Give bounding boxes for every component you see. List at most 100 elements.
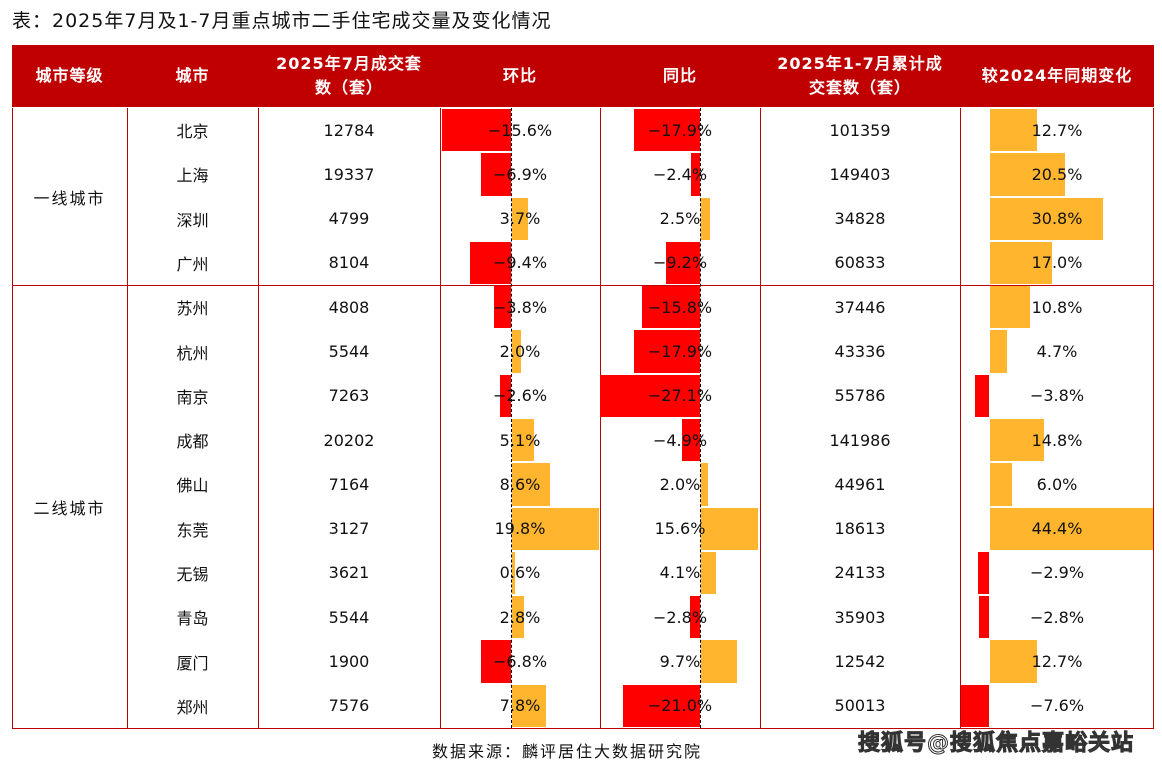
table-title: 表：2025年7月及1-7月重点城市二手住宅成交量及变化情况 [12,10,552,32]
cumulative-volume: 101359 [829,120,891,140]
mom-value: −2.6% [492,386,548,406]
negative-bar [978,596,989,639]
yoy-value: −2.8% [652,607,708,627]
city-name: 南京 [176,387,209,407]
positive-bar [701,640,737,683]
positive-bar [990,109,1037,152]
tier-divider [12,285,1154,287]
positive-bar [990,640,1037,683]
negative-bar [961,684,989,727]
july-volume: 7263 [328,386,370,406]
city-name: 无锡 [176,564,209,584]
yoy-value: 2.0% [659,474,701,494]
mom-value: 0.6% [499,563,541,583]
positive-bar [701,507,759,550]
column-divider [760,108,761,729]
yoy-value: −2.4% [652,164,708,184]
table-header [12,45,1154,107]
positive-bar [512,596,525,639]
negative-bar [681,419,700,462]
yoy-value: 2.5% [659,209,701,229]
cum_chg-value: 44.4% [1031,519,1083,539]
july-volume: 19337 [323,164,375,184]
city-name: 佛山 [176,476,209,496]
city-name: 郑州 [176,697,209,717]
negative-bar [499,374,511,417]
negative-bar [641,286,700,329]
tier-label: 二线城市 [33,498,106,518]
negative-bar [494,286,511,329]
july-volume: 8104 [328,253,370,273]
july-header: 2025年7月成交套数（套） [276,54,422,97]
negative-bar [978,551,989,595]
column-divider [960,108,961,729]
positive-bar [990,330,1008,373]
july-volume: 7164 [328,474,370,494]
cumulative-volume: 44961 [834,474,886,494]
city-name: 青岛 [176,609,209,629]
cum_chg-value: 12.7% [1031,120,1083,140]
cumulative-volume: 24133 [834,563,886,583]
city-name: 杭州 [176,343,209,363]
negative-bar [481,640,511,683]
cum_chg-value: 30.8% [1031,209,1083,229]
cum-change-header: 较2024年同期变化 [981,66,1133,85]
july-volume: 4808 [328,297,370,317]
july-volume: 3621 [328,563,370,583]
city-name: 东莞 [176,520,209,540]
positive-bar [512,197,529,240]
positive-bar [701,197,711,240]
yoy-value: 4.1% [659,563,701,583]
july-volume: 20202 [323,430,375,450]
yoy-value: −15.8% [647,297,713,317]
city-name: 厦门 [176,653,209,673]
yoy-value: −4.9% [652,430,708,450]
cum_chg-value: 10.8% [1031,297,1083,317]
cumulative-volume: 43336 [834,342,886,362]
cum_chg-value: 17.0% [1031,253,1083,273]
cum_chg-value: 6.0% [1036,474,1078,494]
cumulative-volume: 55786 [834,386,886,406]
table-body [12,108,1154,729]
positive-bar [990,153,1066,196]
cumulative-volume: 37446 [834,297,886,317]
july-volume: 1900 [328,652,370,672]
july-volume: 12784 [323,120,375,140]
negative-bar [666,241,700,285]
cumulative-volume: 60833 [834,253,886,273]
tier-label: 一线城市 [33,188,106,208]
zero-line [511,108,512,728]
negative-bar [622,684,700,727]
cum_chg-value: 12.7% [1031,652,1083,672]
cumulative-volume: 34828 [834,209,886,229]
column-divider [440,108,441,729]
yoy-value: −17.9% [647,120,713,140]
yoy-value: −17.9% [647,342,713,362]
mom-value: 2.8% [499,607,541,627]
negative-bar [442,109,511,152]
positive-bar [512,330,521,373]
tier-header: 城市等级 [35,66,104,85]
positive-bar [701,551,717,595]
july-volume: 5544 [328,342,370,362]
positive-bar [512,507,600,550]
mom-value: 8.6% [499,474,541,494]
cumulative-volume: 12542 [834,652,886,672]
yoy-value: −9.2% [652,253,708,273]
negative-bar [480,153,511,196]
negative-bar [691,153,700,196]
cum-header: 2025年1-7月累计成交套数（套） [777,54,943,97]
cumulative-volume: 50013 [834,696,886,716]
city-header: 城市 [175,66,210,85]
cum_chg-value: −7.6% [1029,696,1085,716]
positive-bar [990,463,1013,506]
city-name: 成都 [176,432,209,452]
mom-header: 环比 [502,66,537,85]
column-divider [127,108,128,729]
cum_chg-value: 4.7% [1036,342,1078,362]
positive-bar [512,419,535,462]
negative-bar [469,241,511,285]
yoy-value: 15.6% [654,519,706,539]
yoy-value: −27.1% [647,386,713,406]
cumulative-volume: 18613 [834,519,886,539]
